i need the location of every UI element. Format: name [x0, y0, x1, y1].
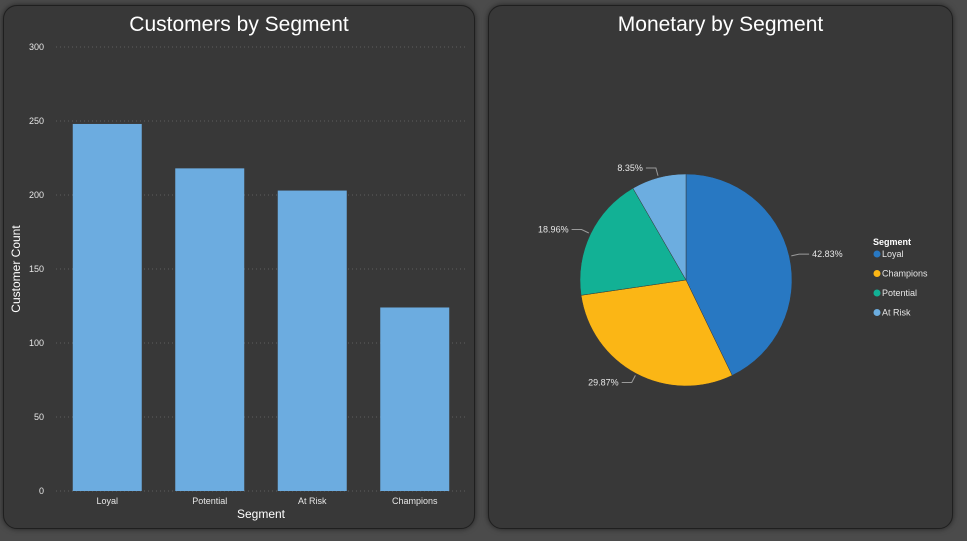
bar-champions	[380, 307, 449, 491]
legend-title: Segment	[873, 237, 911, 247]
pie-leader-line	[622, 375, 636, 382]
pie-data-label: 29.87%	[588, 377, 619, 387]
bar-loyal	[73, 124, 142, 491]
pie-leader-line	[572, 230, 589, 234]
x-tick-label: Champions	[392, 496, 438, 506]
pie-chart: 42.83% 29.87% 18.96% 8.35% Segment Loyal Champ…	[489, 6, 953, 529]
y-tick-label: 300	[29, 42, 44, 52]
legend-marker	[874, 309, 881, 316]
legend-marker	[874, 270, 881, 277]
legend-marker	[874, 251, 881, 258]
legend-label: Loyal	[882, 249, 904, 259]
pie-data-label: 42.83%	[812, 249, 843, 259]
legend-label: Champions	[882, 269, 928, 279]
y-tick-label: 100	[29, 338, 44, 348]
y-tick-label: 0	[39, 486, 44, 496]
y-axis-title: Customer Count	[9, 225, 23, 313]
pie-data-label: 18.96%	[538, 224, 569, 234]
x-tick-label: Loyal	[96, 496, 118, 506]
y-tick-label: 150	[29, 264, 44, 274]
bar-potential	[175, 168, 244, 491]
x-tick-label: Potential	[192, 496, 227, 506]
x-axis-title: Segment	[237, 507, 286, 521]
pie-leader-line	[791, 254, 809, 256]
pie-data-label: 8.35%	[617, 163, 643, 173]
legend-label: Potential	[882, 288, 917, 298]
y-tick-label: 250	[29, 116, 44, 126]
pie-leader-line	[646, 168, 658, 176]
y-tick-label: 200	[29, 190, 44, 200]
bar-at-risk	[278, 191, 347, 491]
monetary-by-segment-card: Monetary by Segment 42.83% 29.87% 18.96% 8.…	[488, 5, 953, 529]
y-tick-label: 50	[34, 412, 44, 422]
legend-marker	[874, 290, 881, 297]
customers-by-segment-card: Customers by Segment 0 50 100 150 200 250 300 L…	[3, 5, 475, 529]
x-tick-label: At Risk	[298, 496, 327, 506]
legend-label: At Risk	[882, 308, 911, 318]
